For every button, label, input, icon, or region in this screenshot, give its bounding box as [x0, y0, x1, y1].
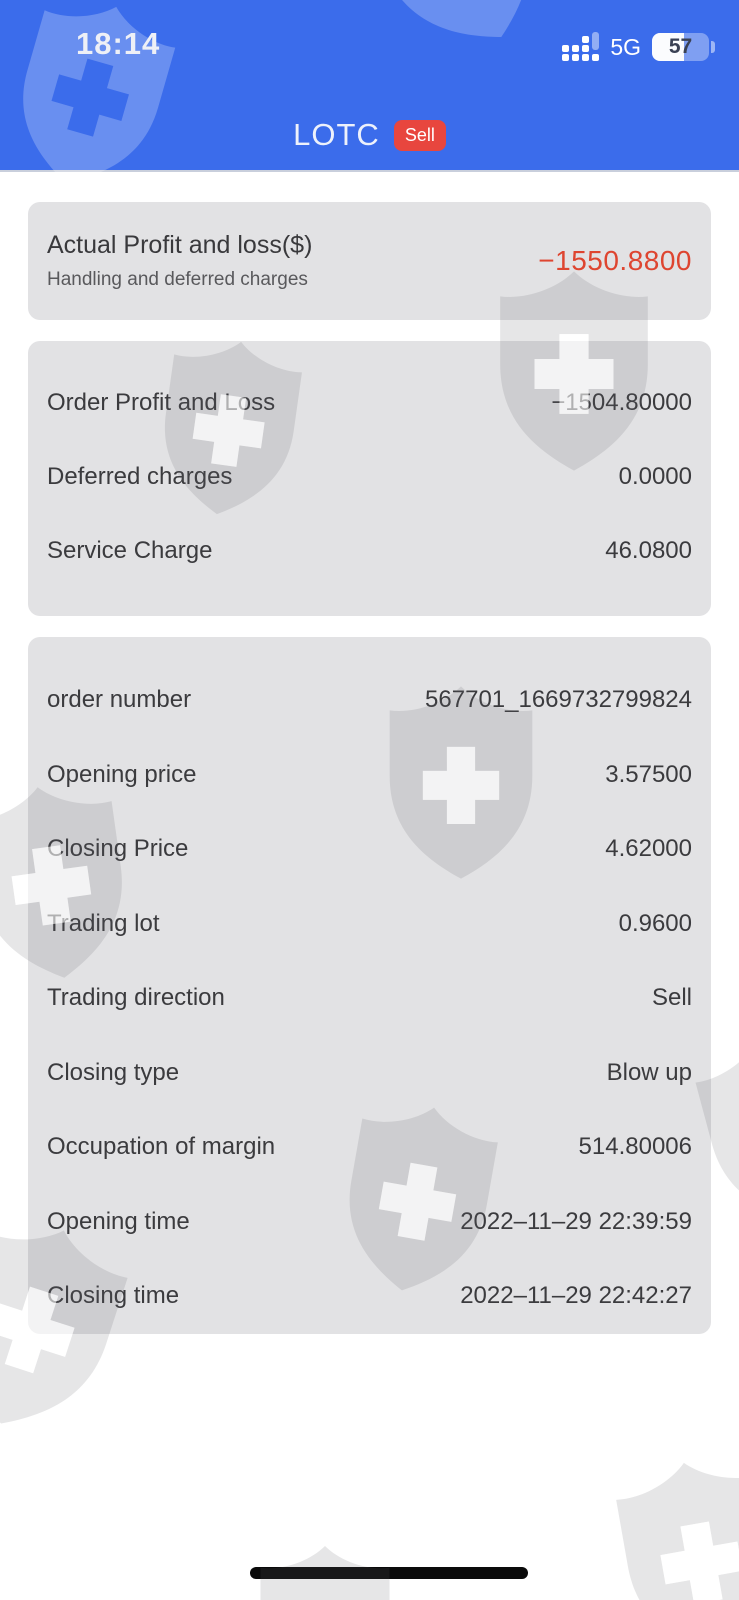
- row-label: Closing time: [47, 1282, 180, 1310]
- charges-card: Order Profit and Loss −1504.80000 Deferr…: [28, 341, 711, 616]
- table-row: Order Profit and Loss −1504.80000: [47, 366, 692, 440]
- network-type-label: 5G: [610, 33, 641, 60]
- status-time: 18:14: [76, 26, 161, 61]
- table-row: Opening price 3.57500: [47, 738, 692, 813]
- row-value: −1504.80000: [551, 389, 692, 416]
- battery-icon: 57: [652, 33, 715, 61]
- row-label: Opening price: [47, 760, 197, 788]
- row-value: 0.0000: [618, 463, 692, 490]
- header-title-row: LOTC Sell: [0, 117, 739, 153]
- row-value: 3.57500: [605, 760, 692, 788]
- row-label: Order Profit and Loss: [47, 389, 276, 416]
- table-row: Closing type Blow up: [47, 1036, 692, 1111]
- table-row: Trading direction Sell: [47, 961, 692, 1036]
- summary-sublabel: Handling and deferred charges: [47, 269, 308, 290]
- row-label: order number: [47, 686, 192, 714]
- order-details-card: order number 567701_1669732799824 Openin…: [28, 637, 711, 1334]
- row-label: Closing type: [47, 1058, 180, 1086]
- home-indicator[interactable]: [250, 1567, 528, 1579]
- row-value: 4.62000: [605, 835, 692, 863]
- app-header: 18:14 5G 57 LOTC Sell: [0, 0, 739, 172]
- row-value: 0.9600: [618, 909, 692, 937]
- row-label: Deferred charges: [47, 463, 233, 490]
- row-label: Opening time: [47, 1207, 190, 1235]
- row-value: 2022–11–29 22:39:59: [460, 1207, 692, 1235]
- row-label: Service Charge: [47, 537, 213, 564]
- row-value: 514.80006: [578, 1133, 692, 1161]
- row-value: 2022–11–29 22:42:27: [460, 1282, 692, 1310]
- table-row: Deferred charges 0.0000: [47, 440, 692, 514]
- content: Actual Profit and loss($) Handling and d…: [0, 172, 739, 1334]
- battery-cap: [711, 41, 715, 53]
- table-row: Opening time 2022–11–29 22:39:59: [47, 1185, 692, 1260]
- row-label: Trading direction: [47, 984, 225, 1012]
- row-label: Occupation of margin: [47, 1133, 276, 1161]
- summary-value: −1550.8800: [538, 245, 692, 276]
- cellular-signal-icon: [562, 31, 600, 61]
- table-row: Service Charge 46.0800: [47, 514, 692, 588]
- profit-summary-card: Actual Profit and loss($) Handling and d…: [28, 202, 711, 320]
- battery-percent: 57: [668, 35, 693, 58]
- row-label: Closing Price: [47, 835, 189, 863]
- table-row: order number 567701_1669732799824: [47, 663, 692, 738]
- summary-labels: Actual Profit and loss($) Handling and d…: [47, 231, 312, 291]
- summary-label: Actual Profit and loss($): [47, 231, 313, 259]
- sell-badge: Sell: [393, 119, 446, 151]
- battery-fill: [652, 33, 685, 61]
- page-title: LOTC: [293, 117, 380, 152]
- row-label: Trading lot: [47, 909, 160, 937]
- status-bar-right: 5G 57: [562, 31, 715, 61]
- row-value: Blow up: [606, 1058, 692, 1086]
- row-value: 46.0800: [605, 537, 692, 564]
- table-row: Closing Price 4.62000: [47, 812, 692, 887]
- table-row: Trading lot 0.9600: [47, 887, 692, 962]
- row-value: Sell: [651, 984, 692, 1012]
- table-row: Occupation of margin 514.80006: [47, 1110, 692, 1185]
- table-row: Closing time 2022–11–29 22:42:27: [47, 1259, 692, 1334]
- shield-cross-watermark-icon: [600, 1445, 739, 1600]
- row-value: 567701_1669732799824: [425, 686, 692, 714]
